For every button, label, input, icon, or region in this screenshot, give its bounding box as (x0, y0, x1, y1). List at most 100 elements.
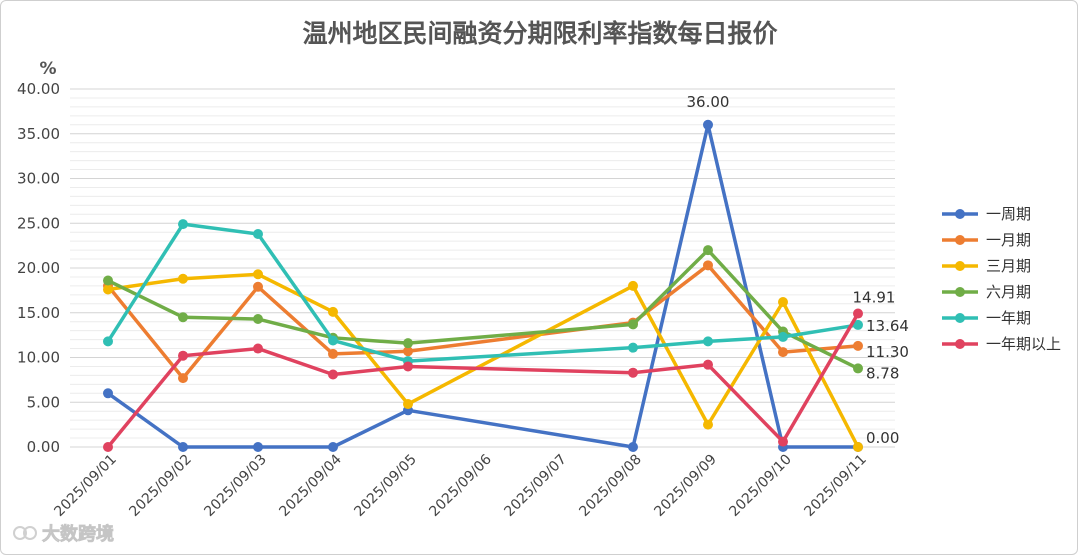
data-point (703, 336, 713, 347)
data-point (403, 338, 413, 349)
legend-swatch-marker (955, 287, 965, 297)
data-point (778, 331, 788, 342)
data-point (178, 442, 188, 452)
data-point (703, 119, 713, 130)
y-tick-label: 0.00 (27, 438, 60, 456)
legend-swatch-marker (955, 313, 965, 323)
data-point (778, 297, 788, 308)
x-tick-labels: 2025/09/01 2025/09/02 2025/09/03 2025/09/04… (51, 451, 869, 519)
data-point (328, 348, 338, 359)
x-tick-label: 2025/09/06 (426, 451, 494, 519)
y-tick-label: 10.00 (17, 349, 60, 367)
legend-swatch-marker (955, 261, 965, 271)
data-point (403, 399, 413, 410)
x-tick-label: 2025/09/02 (126, 452, 194, 520)
x-tick-label: 2025/09/05 (351, 452, 419, 520)
watermark-logo-icon-2 (23, 526, 37, 540)
data-label: 13.64 (866, 317, 909, 335)
data-point (628, 367, 638, 378)
x-tick-label: 2025/09/04 (276, 451, 344, 519)
data-point (628, 442, 638, 452)
legend-item: 六月期 (942, 283, 1031, 301)
data-point (778, 347, 788, 358)
data-point (103, 336, 113, 347)
legend-label: 一周期 (986, 205, 1031, 223)
data-point (178, 273, 188, 284)
data-point (103, 275, 113, 286)
data-point (253, 228, 263, 239)
data-point (178, 350, 188, 361)
data-point (853, 319, 863, 330)
data-point (328, 369, 338, 380)
legend-swatch-marker (955, 235, 965, 245)
x-tick-label: 2025/09/11 (801, 452, 869, 520)
data-point (853, 340, 863, 351)
legend-label: 一年期以上 (986, 335, 1061, 353)
data-point (628, 342, 638, 353)
legend-item: 一周期 (942, 205, 1031, 223)
legend-label: 六月期 (986, 283, 1031, 301)
data-point (103, 284, 113, 295)
legend-item: 一年期 (942, 309, 1031, 327)
data-point (853, 308, 863, 319)
data-point (253, 269, 263, 280)
legend-label: 一月期 (986, 231, 1031, 249)
y-tick-label: 15.00 (17, 304, 60, 322)
data-point (853, 363, 863, 374)
data-point (253, 442, 263, 452)
data-point (703, 359, 713, 370)
y-tick-label: 25.00 (17, 214, 60, 232)
y-axis-unit: % (39, 59, 56, 79)
data-label: 0.00 (866, 429, 899, 447)
legend-item: 一年期以上 (942, 335, 1061, 353)
legend-item: 三月期 (942, 257, 1031, 275)
data-point (703, 245, 713, 256)
x-tick-label: 2025/09/03 (201, 452, 269, 520)
data-label: 8.78 (866, 364, 899, 382)
watermark-text: 大数跨境 (42, 523, 114, 545)
data-label: 14.91 (853, 289, 896, 307)
series-一年期以上 (103, 308, 863, 452)
data-labels: 36.00 14.91 13.64 11.30 8.78 0.00 (687, 93, 909, 447)
data-label: 11.30 (866, 343, 909, 361)
data-point (703, 260, 713, 271)
data-point (403, 361, 413, 372)
data-point (253, 343, 263, 354)
y-tick-label: 35.00 (17, 125, 60, 143)
legend-swatch-marker (955, 209, 965, 219)
data-point (328, 306, 338, 317)
y-tick-label: 30.00 (17, 170, 60, 188)
legend-item: 一月期 (942, 231, 1031, 249)
legend-label: 三月期 (986, 257, 1031, 275)
watermark-logo-icon (13, 526, 27, 540)
watermark: 大数跨境 (13, 523, 114, 545)
x-tick-label: 2025/09/10 (726, 452, 794, 520)
data-point (178, 219, 188, 230)
data-point (403, 346, 413, 357)
data-point (253, 314, 263, 325)
y-tick-labels: 0.00 5.00 10.00 15.00 20.00 25.00 30.00 35.00 40… (17, 80, 60, 456)
data-point (853, 442, 863, 452)
data-point (103, 442, 113, 452)
data-point (253, 281, 263, 292)
data-point (328, 442, 338, 452)
data-point (178, 312, 188, 323)
data-point (178, 373, 188, 384)
chart-title: 温州地区民间融资分期限利率指数每日报价 (302, 19, 778, 48)
data-point (778, 436, 788, 447)
data-label: 36.00 (687, 93, 730, 111)
series-一年期 (103, 219, 863, 367)
legend-swatch-marker (955, 339, 965, 349)
series-三月期 (103, 269, 863, 452)
y-tick-label: 40.00 (17, 80, 60, 98)
x-tick-label: 2025/09/09 (651, 452, 719, 520)
data-point (328, 335, 338, 346)
data-point (628, 280, 638, 291)
data-point (703, 419, 713, 430)
x-tick-label: 2025/09/08 (576, 452, 644, 520)
data-point (628, 319, 638, 330)
